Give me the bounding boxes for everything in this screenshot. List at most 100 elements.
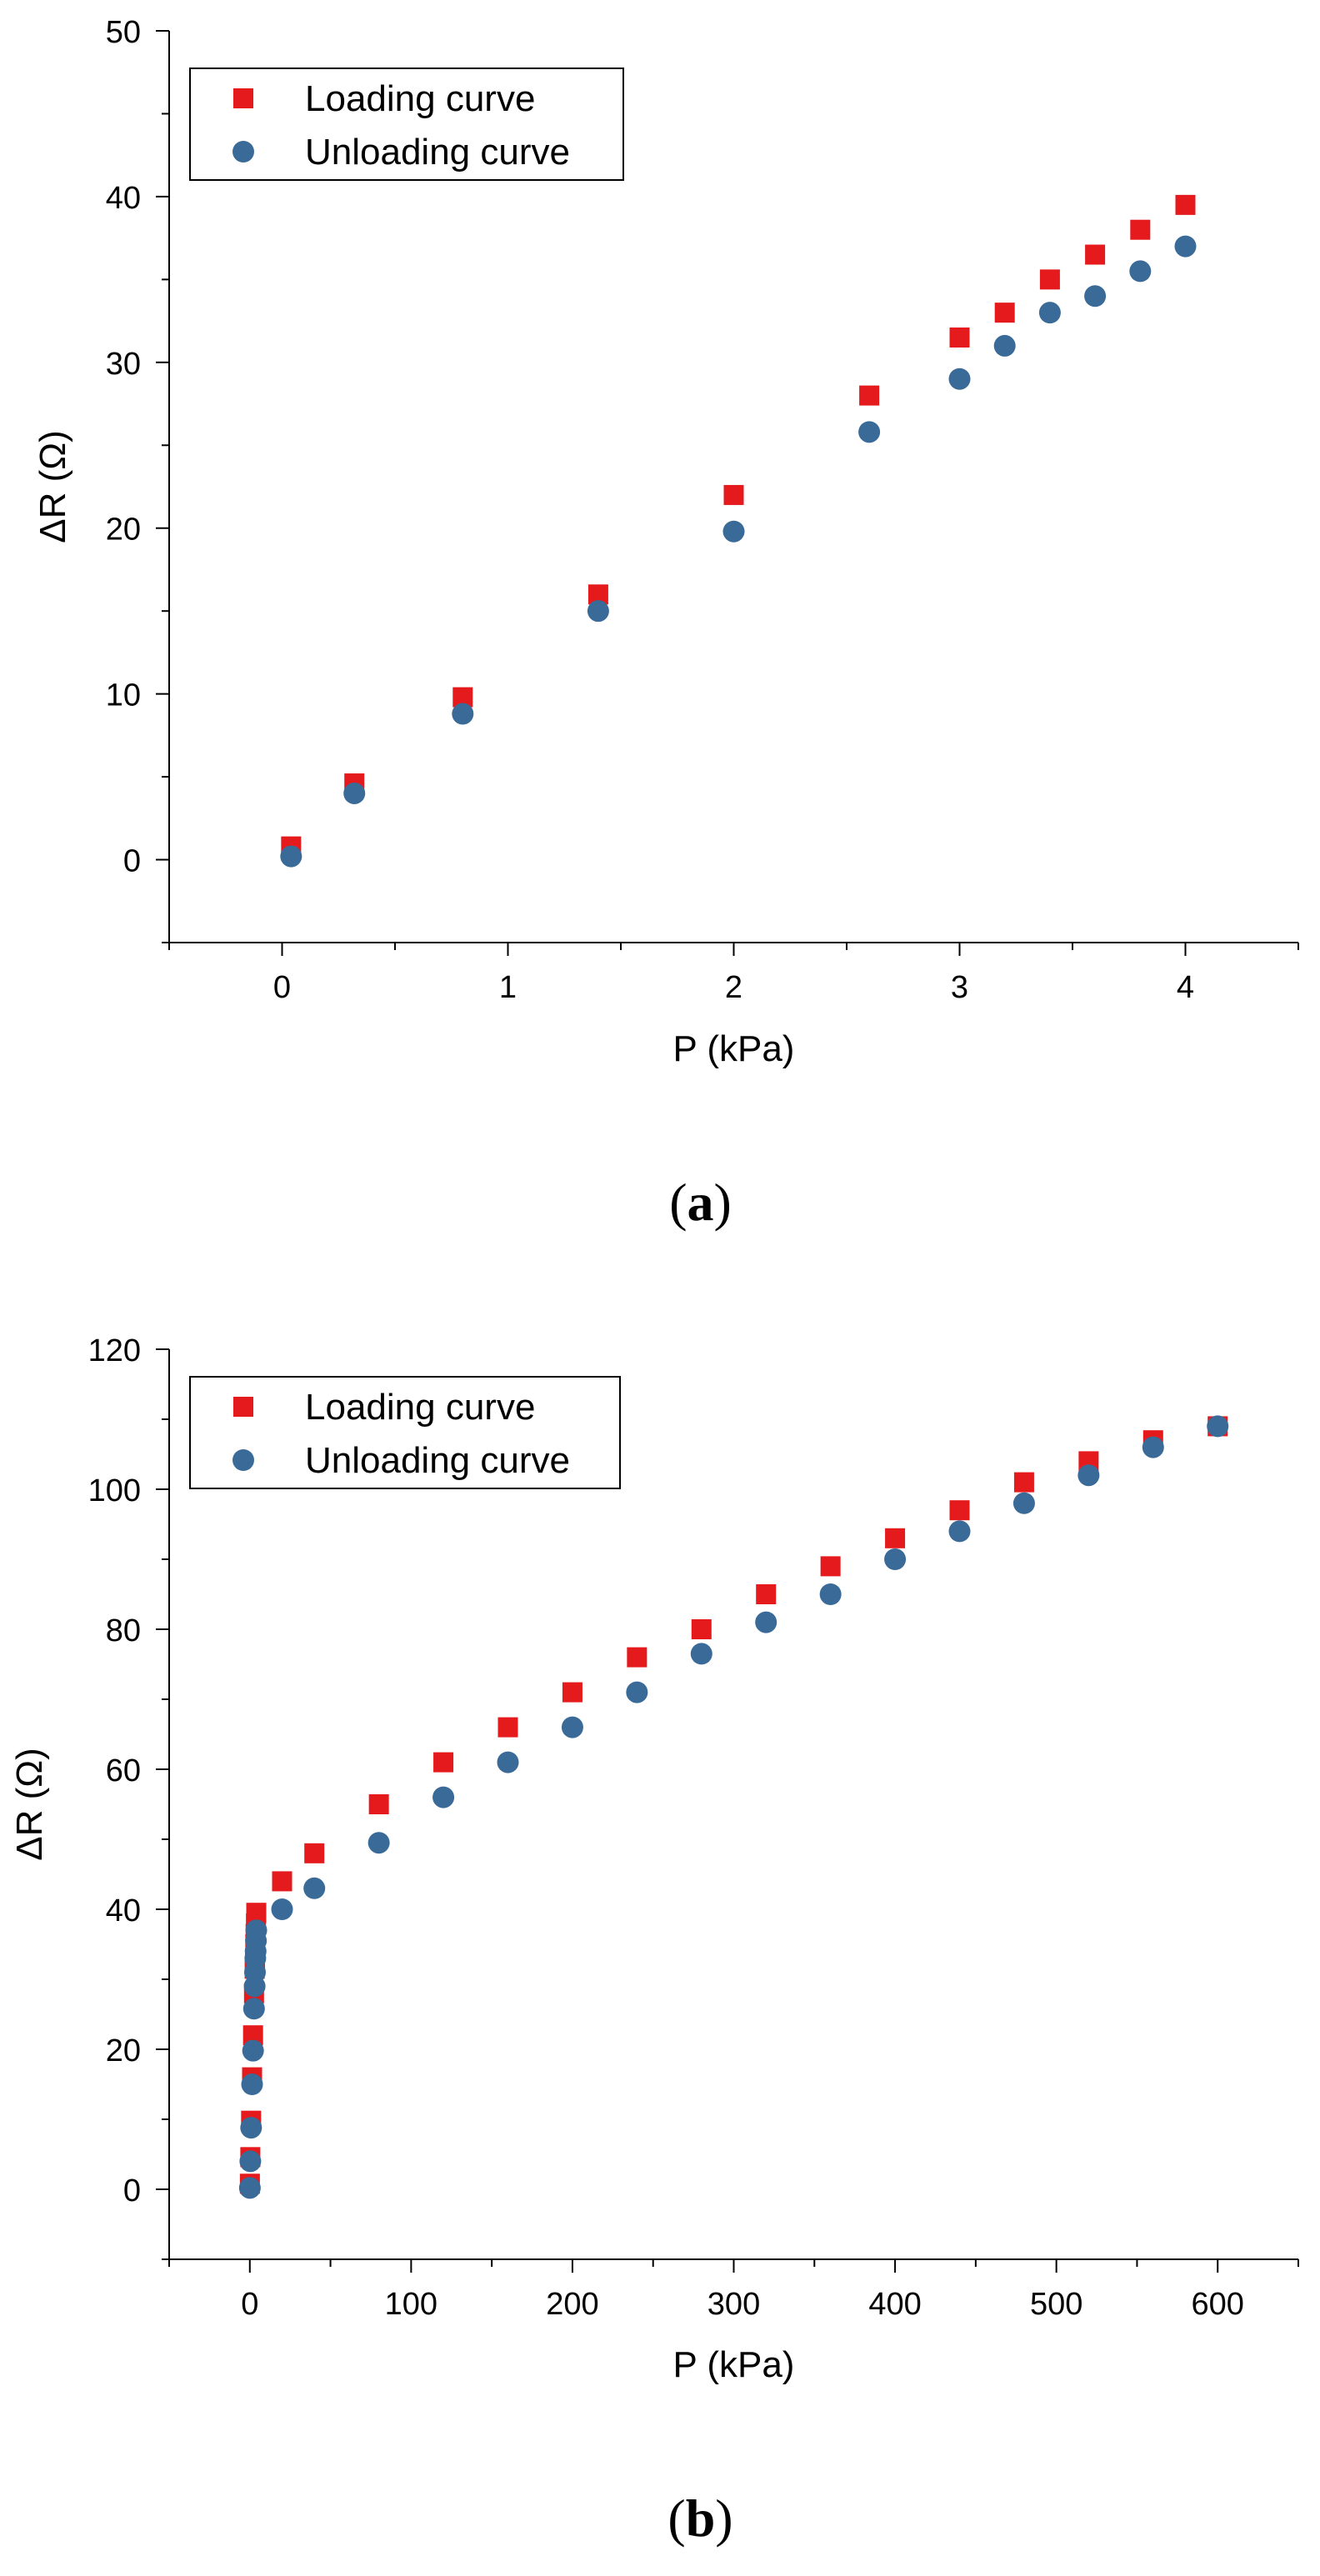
loading-point — [272, 1871, 292, 1892]
loading-point — [691, 1619, 712, 1639]
unloading-point — [1129, 260, 1152, 283]
legend-marker-loading — [233, 88, 253, 108]
unloading-point — [242, 1998, 265, 2020]
unloading-point — [303, 1877, 326, 1899]
chart-panel-b: 0 100 200 300 400 500 600 0 20 40 60 80 100 120 P (kPa… — [9, 1333, 1299, 2548]
x-tick-label: 300 — [708, 2287, 760, 2322]
legend-marker-unloading — [232, 1449, 254, 1471]
y-tick-label: 100 — [88, 1473, 141, 1508]
unloading-point — [241, 2073, 263, 2095]
y-tick-label: 0 — [123, 2173, 141, 2208]
loading-point — [433, 1752, 454, 1773]
x-tick-label: 0 — [241, 2287, 258, 2322]
loading-point — [756, 1584, 777, 1604]
unloading-point — [948, 368, 971, 390]
unloading-point — [432, 1786, 455, 1808]
loading-point — [1013, 1472, 1034, 1493]
loading-point — [304, 1843, 325, 1863]
loading-point — [368, 1794, 389, 1814]
x-tick-label: 600 — [1192, 2287, 1244, 2322]
y-tick-label: 10 — [106, 678, 141, 713]
y-tick-label: 60 — [106, 1753, 141, 1788]
x-axis-label: P (kPa) — [673, 1028, 795, 1069]
loading-point — [949, 327, 970, 348]
unloading-point — [271, 1898, 293, 1920]
loading-point — [627, 1647, 648, 1668]
loading-point — [498, 1717, 518, 1738]
legend-label-unloading: Unloading curve — [305, 1440, 570, 1481]
legend-label-unloading: Unloading curve — [305, 132, 570, 173]
unloading-point — [561, 1716, 583, 1738]
unloading-point — [755, 1611, 778, 1633]
legend: Loading curve Unloading curve — [189, 1376, 621, 1489]
series-loading — [239, 1416, 1228, 2194]
unloading-point — [1207, 1415, 1229, 1438]
legend-box — [189, 68, 624, 181]
loading-point — [723, 484, 744, 505]
legend-label-loading: Loading curve — [305, 78, 535, 119]
x-tick-label: 1 — [499, 970, 517, 1005]
unloading-point — [343, 782, 366, 804]
unloading-point — [1078, 1464, 1100, 1487]
unloading-point — [722, 520, 745, 543]
series-unloading — [238, 1415, 1229, 2199]
legend-marker-loading — [233, 1397, 253, 1417]
x-tick-label: 100 — [385, 2287, 438, 2322]
x-tick-label: 200 — [546, 2287, 598, 2322]
unloading-point — [626, 1681, 648, 1703]
y-tick-label: 20 — [106, 513, 141, 548]
series-unloading — [280, 235, 1197, 868]
y-axis-label: ΔR (Ω) — [32, 430, 73, 543]
unloading-point — [280, 845, 302, 868]
unloading-point — [858, 421, 881, 443]
x-tick-label: 3 — [951, 970, 968, 1005]
panel-label: (a) — [669, 1173, 732, 1232]
loading-point — [1175, 194, 1196, 215]
unloading-point — [452, 703, 474, 725]
legend-marker-unloading — [232, 141, 254, 163]
unloading-point — [240, 2117, 262, 2139]
x-tick-label: 4 — [1177, 970, 1194, 1005]
x-tick-label: 500 — [1030, 2287, 1082, 2322]
panel-label: (b) — [668, 2488, 732, 2548]
y-tick-label: 0 — [123, 844, 141, 879]
y-tick-label: 50 — [106, 15, 141, 50]
y-tick-label: 120 — [88, 1333, 141, 1368]
x-tick-label: 0 — [273, 970, 291, 1005]
y-axis-label: ΔR (Ω) — [9, 1748, 50, 1861]
unloading-point — [690, 1643, 712, 1665]
unloading-point — [242, 2039, 264, 2062]
y-tick-label: 40 — [106, 1893, 141, 1928]
legend: Loading curve Unloading curve — [189, 68, 624, 181]
x-tick-label: 2 — [725, 970, 742, 1005]
loading-point — [1085, 244, 1106, 265]
unloading-point — [1174, 235, 1197, 258]
unloading-point — [993, 334, 1016, 357]
x-axis-label: P (kPa) — [673, 2344, 795, 2385]
loading-point — [949, 1500, 970, 1521]
unloading-point — [884, 1548, 907, 1570]
unloading-point — [1012, 1492, 1035, 1514]
unloading-point — [239, 2150, 262, 2173]
y-tick-label: 40 — [106, 181, 141, 216]
loading-point — [562, 1682, 582, 1703]
unloading-point — [368, 1832, 390, 1854]
loading-point — [859, 385, 880, 406]
unloading-point — [819, 1583, 842, 1605]
unloading-point — [238, 2177, 261, 2199]
loading-point — [994, 303, 1015, 323]
loading-point — [1039, 269, 1060, 290]
unloading-point — [1084, 285, 1107, 308]
loading-point — [820, 1556, 841, 1577]
legend-box — [189, 1376, 621, 1489]
unloading-point — [948, 1520, 971, 1543]
loading-point — [1130, 219, 1151, 240]
unloading-point — [497, 1751, 519, 1773]
y-tick-label: 30 — [106, 347, 141, 382]
unloading-point — [245, 1919, 268, 1942]
unloading-point — [587, 600, 609, 623]
unloading-point — [1142, 1436, 1164, 1458]
loading-point — [885, 1528, 906, 1548]
